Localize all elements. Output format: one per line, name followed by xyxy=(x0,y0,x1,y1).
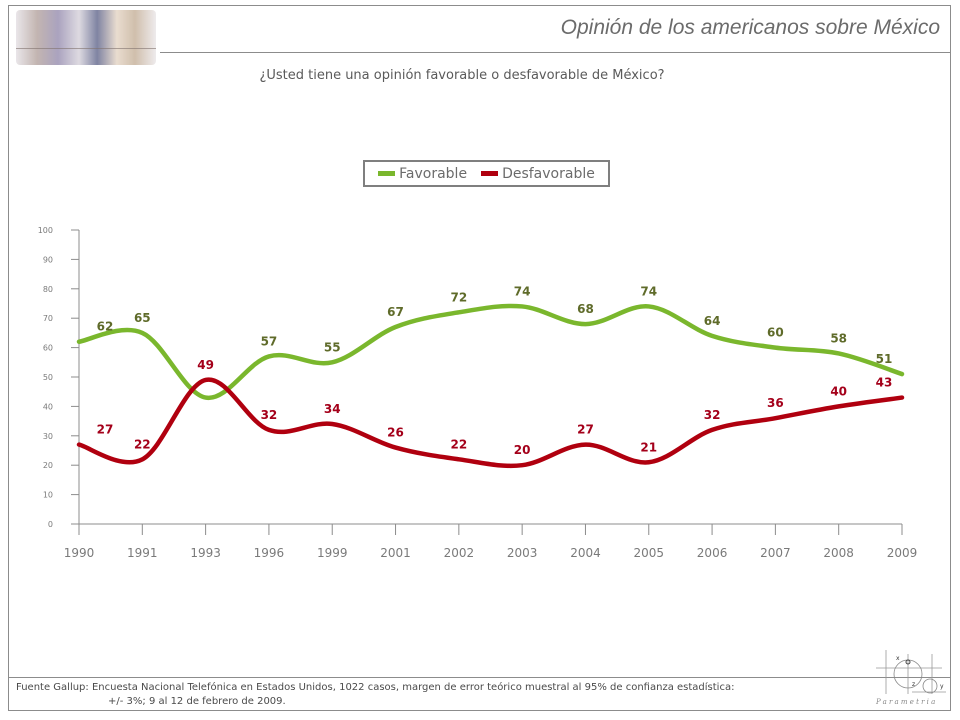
svg-text:Parametria: Parametria xyxy=(875,698,937,706)
legend-swatch-desfavorable xyxy=(481,171,499,176)
x-tick-label: 2001 xyxy=(380,546,411,560)
y-tick-label: 20 xyxy=(43,461,53,470)
y-tick-label: 60 xyxy=(43,344,53,353)
legend-item-desfavorable: Desfavorable xyxy=(481,166,595,182)
footer-divider xyxy=(8,677,951,678)
slide-title: Opinión de los americanos sobre México xyxy=(560,16,940,39)
legend-label-favorable: Favorable xyxy=(399,165,468,182)
y-tick-label: 10 xyxy=(43,491,53,500)
x-tick-label: 2009 xyxy=(887,546,918,560)
data-label-desfavorable: 20 xyxy=(514,443,531,457)
data-label-favorable: 58 xyxy=(830,331,847,345)
x-tick-label: 1993 xyxy=(190,546,221,560)
data-label-favorable: 60 xyxy=(767,326,784,340)
svg-text:x: x xyxy=(896,655,900,662)
data-label-desfavorable: 49 xyxy=(197,358,214,372)
data-label-desfavorable: 22 xyxy=(134,437,151,451)
data-label-desfavorable: 36 xyxy=(767,396,784,410)
svg-text:z: z xyxy=(912,681,915,688)
x-tick-label: 2006 xyxy=(697,546,728,560)
source-note-line-2: +/- 3%; 9 al 12 de febrero de 2009. xyxy=(108,696,286,707)
x-tick-label: 1990 xyxy=(64,546,95,560)
chart-legend: Favorable Desfavorable xyxy=(363,160,610,187)
parametria-logo: x z y Parametria xyxy=(875,650,946,706)
data-label-favorable: 55 xyxy=(324,340,341,354)
data-label-favorable: 64 xyxy=(704,314,721,328)
x-tick-label: 1996 xyxy=(254,546,285,560)
data-label-favorable: 67 xyxy=(387,305,404,319)
x-tick-label: 2008 xyxy=(823,546,854,560)
x-tick-label: 2005 xyxy=(633,546,664,560)
series-line-desfavorable xyxy=(76,377,905,469)
x-tick-label: 2007 xyxy=(760,546,791,560)
data-label-desfavorable: 34 xyxy=(324,402,341,416)
legend-swatch-favorable xyxy=(378,171,396,176)
data-label-desfavorable: 43 xyxy=(876,376,893,390)
data-label-favorable: 57 xyxy=(261,334,278,348)
svg-text:y: y xyxy=(940,683,944,690)
data-label-favorable: 72 xyxy=(450,290,467,304)
series-line-favorable xyxy=(76,303,905,400)
data-label-favorable: 62 xyxy=(97,320,114,334)
data-label-favorable: 65 xyxy=(134,311,151,325)
x-tick-label: 1999 xyxy=(317,546,348,560)
data-label-desfavorable: 22 xyxy=(450,437,467,451)
y-tick-label: 70 xyxy=(43,314,53,323)
y-tick-label: 30 xyxy=(43,432,53,441)
data-label-desfavorable: 40 xyxy=(830,384,847,398)
y-tick-label: 100 xyxy=(38,226,53,235)
y-tick-label: 90 xyxy=(43,255,53,264)
x-tick-label: 2002 xyxy=(444,546,475,560)
legend-item-favorable: Favorable xyxy=(378,166,467,182)
data-label-favorable: 68 xyxy=(577,302,594,316)
y-tick-label: 40 xyxy=(43,402,53,411)
y-tick-label: 0 xyxy=(48,520,53,529)
data-label-favorable: 74 xyxy=(640,284,657,298)
data-label-favorable: 74 xyxy=(514,284,531,298)
slide-frame xyxy=(8,5,951,711)
header-photo xyxy=(16,10,156,65)
x-tick-label: 1991 xyxy=(127,546,158,560)
y-tick-label: 50 xyxy=(43,373,53,382)
data-label-desfavorable: 21 xyxy=(640,440,657,454)
chart-question: ¿Usted tiene una opinión favorable o des… xyxy=(0,68,960,83)
data-label-desfavorable: 26 xyxy=(387,426,404,440)
y-tick-label: 80 xyxy=(43,285,53,294)
x-tick-label: 2004 xyxy=(570,546,601,560)
source-note: Fuente Gallup: Encuesta Nacional Telefón… xyxy=(16,681,734,709)
data-label-desfavorable: 27 xyxy=(97,423,114,437)
chart-question-text: ¿Usted tiene una opinión favorable o des… xyxy=(259,68,665,83)
data-label-desfavorable: 27 xyxy=(577,423,594,437)
header-divider xyxy=(160,52,951,53)
data-label-desfavorable: 32 xyxy=(704,408,721,422)
data-label-favorable: 51 xyxy=(876,352,893,366)
source-note-line-1: Fuente Gallup: Encuesta Nacional Telefón… xyxy=(16,682,735,693)
legend-label-desfavorable: Desfavorable xyxy=(502,165,595,182)
data-label-desfavorable: 32 xyxy=(261,408,278,422)
x-tick-label: 2003 xyxy=(507,546,538,560)
